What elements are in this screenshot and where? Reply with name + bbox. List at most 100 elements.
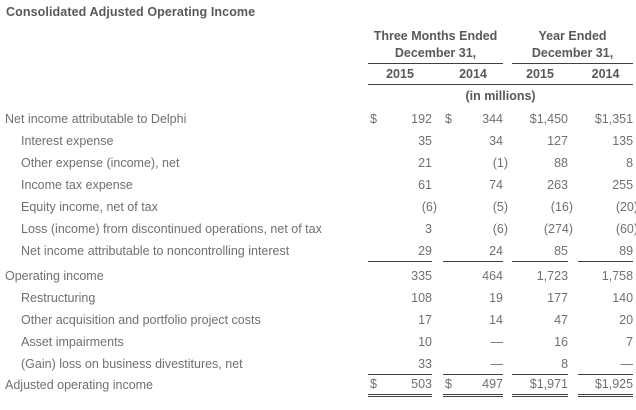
units-row: (in millions) [5, 84, 633, 104]
value-cell: 33 [368, 349, 432, 375]
column-gap [432, 170, 443, 192]
column-gap [503, 63, 513, 85]
cell-value: 20 [619, 313, 634, 327]
cell-value: 497 [482, 376, 504, 391]
date-label-year-ended: December 31, [512, 43, 634, 64]
cell-value: 10 [418, 335, 432, 349]
value-cell: (1) [443, 148, 508, 170]
column-group-year-ended: Year Ended [538, 29, 607, 43]
column-gap [568, 327, 578, 349]
column-gap [568, 63, 579, 85]
cell-value: 19 [489, 291, 504, 305]
table-row: Other acquisition and portfolio project … [5, 305, 633, 327]
row-label: Loss (income) from discontinued operatio… [21, 222, 322, 236]
value-cell: 29 [368, 236, 432, 262]
value-cell: (60) [578, 214, 636, 236]
value-cell: $503 [368, 373, 432, 397]
cell-value: 503 [411, 376, 432, 391]
value-cell: 108 [368, 283, 432, 305]
year-header: 2014 [443, 63, 504, 85]
cell-value: (16) [550, 200, 574, 214]
value-cell: 335 [368, 261, 432, 283]
year-header: 2015 [368, 63, 432, 85]
header-spacer [5, 84, 368, 104]
column-gap [568, 283, 578, 305]
cell-value: 140 [612, 291, 634, 305]
value-cell: 34 [443, 126, 503, 148]
value-cell: 8 [578, 148, 633, 170]
column-gap [568, 104, 578, 126]
value-cell: (6) [368, 192, 437, 214]
value-cell: 16 [512, 327, 568, 349]
year-header-row: 2015 2014 2015 2014 [5, 63, 634, 85]
table-row: Restructuring 108 19 177 140 [5, 283, 633, 305]
value-cell: 7 [578, 327, 633, 349]
header-spacer [5, 21, 368, 43]
table-row: Interest expense 35 34 127 135 [5, 126, 633, 148]
value-cell: 21 [368, 148, 432, 170]
value-cell: $1,925 [578, 373, 634, 397]
value-cell: — [578, 349, 634, 375]
value-cell: (5) [443, 192, 508, 214]
table-body: Net income attributable to Delphi $192 $34… [5, 104, 636, 397]
value-cell: 19 [443, 283, 503, 305]
value-cell: 1,758 [578, 261, 633, 283]
value-cell: 20 [578, 305, 633, 327]
currency-symbol: $ [445, 376, 452, 391]
cell-value: (20) [615, 200, 636, 214]
currency-symbol: $ [370, 376, 377, 391]
value-cell: 127 [512, 126, 568, 148]
row-label: Interest expense [21, 134, 114, 148]
cell-value: (6) [421, 200, 437, 214]
date-label-three-months: December 31, [368, 43, 504, 64]
column-gap [568, 261, 578, 283]
cell-value: 255 [612, 178, 634, 192]
row-label: Operating income [5, 269, 104, 283]
cell-value: 34 [489, 134, 504, 148]
table-row: Other expense (income), net 21 (1) 88 8 [5, 148, 633, 170]
cell-value: 21 [418, 156, 432, 170]
row-label: Net income attributable to Delphi [5, 112, 187, 126]
value-cell: $192 [368, 104, 432, 126]
value-cell: 464 [443, 261, 503, 283]
column-gap [568, 305, 578, 327]
table-row: Net income attributable to Delphi $192 $34… [5, 104, 633, 126]
currency-symbol: $ [445, 112, 452, 126]
table-row: Income tax expense 61 74 263 255 [5, 170, 633, 192]
column-gap [503, 283, 512, 305]
page-title: Consolidated Adjusted Operating Income [6, 5, 256, 19]
column-gap [432, 261, 443, 283]
cell-value: — [490, 356, 504, 371]
table-row: (Gain) loss on business divestitures, ne… [5, 349, 634, 375]
cell-value: (60) [615, 222, 636, 236]
cell-value: 74 [489, 178, 504, 192]
value-cell: 263 [512, 170, 568, 192]
value-cell: 61 [368, 170, 432, 192]
column-gap [568, 126, 578, 148]
column-group-three-months: Three Months Ended [373, 29, 498, 43]
cell-value: 8 [561, 356, 569, 371]
column-gap [568, 236, 578, 261]
column-gap [503, 21, 512, 43]
row-label: Restructuring [21, 291, 96, 305]
cell-value: 263 [547, 178, 569, 192]
row-label: Asset impairments [21, 335, 124, 349]
value-cell: 3 [368, 214, 432, 236]
value-cell: 255 [578, 170, 633, 192]
row-label: (Gain) loss on business divestitures, ne… [21, 357, 243, 371]
value-cell: — [443, 349, 504, 375]
cell-value: 35 [418, 134, 432, 148]
table-row: Adjusted operating income $503 $497 $1,971 $… [5, 373, 634, 397]
value-cell: 17 [368, 305, 432, 327]
column-gap [503, 236, 512, 261]
column-gap [568, 374, 578, 395]
cell-value: 16 [554, 335, 569, 349]
cell-value: 17 [418, 313, 432, 327]
cell-value: 1,758 [601, 269, 634, 283]
value-cell: 88 [512, 148, 568, 170]
table-row: Net income attributable to noncontrollin… [5, 236, 634, 262]
value-cell: 8 [512, 349, 569, 375]
cell-value: 177 [547, 291, 569, 305]
value-cell: $497 [443, 373, 504, 397]
